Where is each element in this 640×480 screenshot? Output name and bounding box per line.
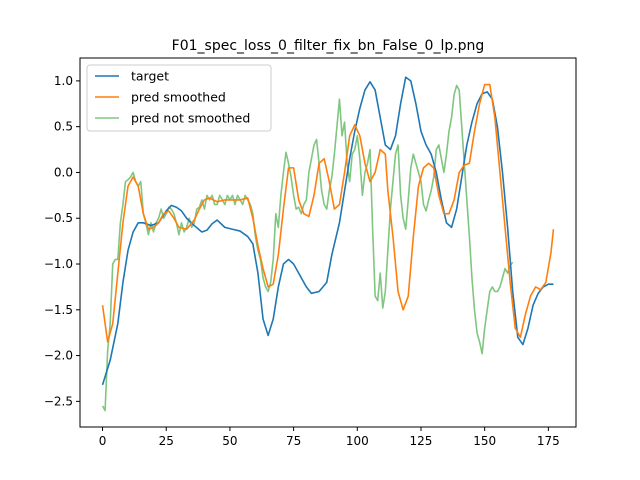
x-tick-label: 100 [346,434,369,448]
x-tick-label: 50 [222,434,237,448]
x-tick-label: 150 [473,434,496,448]
x-tick-label: 0 [99,434,107,448]
legend: target pred smoothed pred not smoothed [86,64,272,132]
legend-label: target [131,69,169,84]
series-line-pred-not-smoothed [101,84,514,412]
x-axis: 0 25 50 75 100 125 150 175 [99,427,560,448]
y-tick-label: −2.5 [44,394,73,408]
series-layer [101,76,555,412]
x-tick-label: 125 [410,434,433,448]
legend-label: pred smoothed [131,90,226,105]
y-tick-label: 0.0 [54,165,73,179]
series-line-pred-smoothed [101,83,555,343]
x-tick-label: 25 [159,434,174,448]
y-tick-label: 0.5 [54,120,73,134]
y-axis: −2.5 −2.0 −1.5 −1.0 −0.5 0.0 0.5 1.0 [44,74,80,408]
y-tick-label: −1.0 [44,257,73,271]
x-tick-label: 75 [286,434,301,448]
y-tick-label: 1.0 [54,74,73,88]
y-tick-label: −2.0 [44,349,73,363]
plot-frame [79,57,577,428]
chart-title: F01_spec_loss_0_filter_fix_bn_False_0_lp… [172,38,485,54]
series-line-target [101,76,554,386]
y-tick-label: −1.5 [44,303,73,317]
legend-box [86,64,272,132]
x-tick-label: 175 [537,434,560,448]
y-tick-label: −0.5 [44,211,73,225]
legend-label: pred not smoothed [131,111,250,126]
